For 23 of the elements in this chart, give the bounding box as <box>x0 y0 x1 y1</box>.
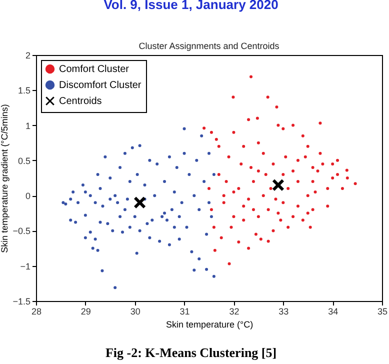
legend-label: Comfort Cluster <box>59 64 130 75</box>
text: Fig -2: K-Means Clustering [5] <box>105 345 277 360</box>
y-tick-label: 0 <box>25 191 30 202</box>
y-tick-label: 1 <box>25 120 30 131</box>
x-axis-title: Skin temperature (°C) <box>166 320 254 330</box>
y-tick-label: 0.5 <box>18 156 30 166</box>
y-tick-label: 2 <box>25 50 30 60</box>
x-tick-label: 29 <box>80 306 91 316</box>
legend-label: Centroids <box>59 96 102 107</box>
x-tick-label: 35 <box>377 306 388 316</box>
y-tick-label: 1.5 <box>18 86 30 96</box>
x-tick-label: 34 <box>328 306 338 316</box>
chart-title: Cluster Assignments and Centroids <box>138 41 280 51</box>
x-tick-label: 31 <box>180 306 190 316</box>
legend-label: Discomfort Cluster <box>59 80 142 91</box>
x-tick-label: 33 <box>278 306 289 316</box>
y-tick-label: −1.5 <box>12 296 30 306</box>
x-tick-label: 30 <box>130 306 140 316</box>
y-axis-title: Skin temperature gradient (°C/5mins) <box>0 104 10 253</box>
x-tick-label: 32 <box>229 306 240 316</box>
y-tick-label: −1 <box>20 261 30 272</box>
x-tick-label: 28 <box>31 306 42 316</box>
y-tick-label: −0.5 <box>12 226 30 236</box>
